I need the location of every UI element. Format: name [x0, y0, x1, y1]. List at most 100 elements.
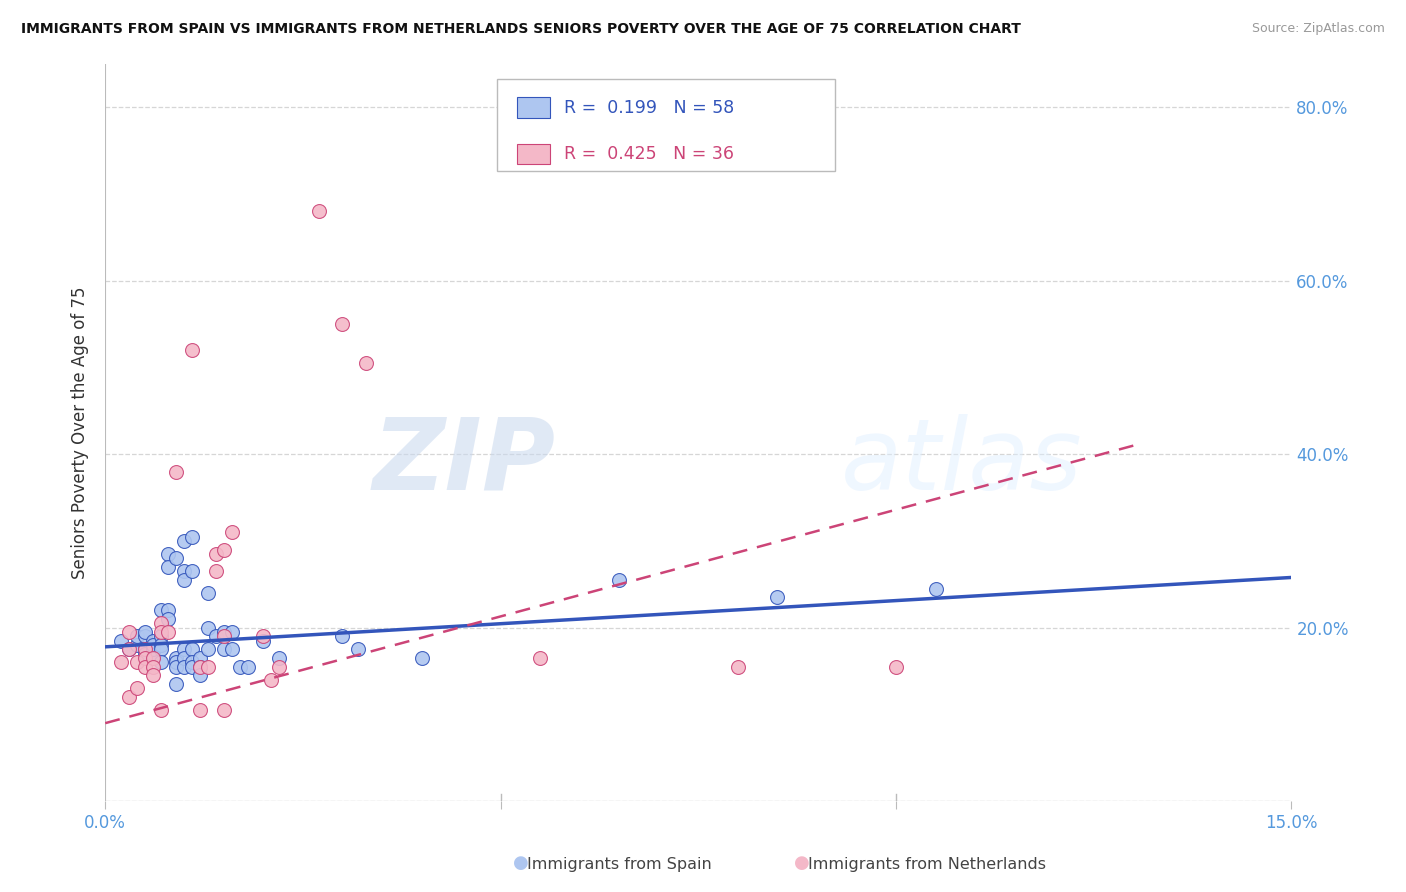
Point — [607, 573, 630, 587]
Point — [149, 629, 172, 643]
Point — [212, 629, 235, 643]
Point — [205, 547, 228, 561]
Point — [134, 629, 156, 643]
Text: Source: ZipAtlas.com: Source: ZipAtlas.com — [1251, 22, 1385, 36]
Point — [205, 629, 228, 643]
Point — [411, 651, 433, 665]
Point — [118, 642, 141, 657]
Point — [142, 647, 165, 661]
Point — [924, 582, 946, 596]
Point — [221, 642, 243, 657]
Point — [181, 530, 204, 544]
Point — [165, 656, 187, 670]
Text: Immigrants from Netherlands: Immigrants from Netherlands — [808, 857, 1046, 872]
Point — [149, 603, 172, 617]
Point — [188, 668, 211, 682]
Point — [212, 703, 235, 717]
Point — [142, 638, 165, 652]
Point — [134, 642, 156, 657]
Point — [173, 573, 195, 587]
Point — [125, 638, 148, 652]
Y-axis label: Seniors Poverty Over the Age of 75: Seniors Poverty Over the Age of 75 — [72, 286, 89, 579]
Point — [110, 656, 132, 670]
Text: ●: ● — [794, 855, 810, 872]
Point — [228, 660, 250, 674]
Text: ●: ● — [513, 855, 529, 872]
Point — [308, 204, 330, 219]
Point — [252, 629, 274, 643]
Point — [149, 616, 172, 631]
Point — [260, 673, 283, 687]
FancyBboxPatch shape — [517, 97, 550, 118]
Point — [149, 656, 172, 670]
Point — [165, 651, 187, 665]
Point — [212, 625, 235, 640]
Point — [221, 625, 243, 640]
Point — [332, 629, 354, 643]
Point — [165, 465, 187, 479]
Point — [165, 551, 187, 566]
Point — [354, 356, 377, 370]
Point — [125, 681, 148, 696]
Point — [142, 642, 165, 657]
Point — [252, 633, 274, 648]
Point — [197, 586, 219, 600]
Point — [118, 642, 141, 657]
Text: Immigrants from Spain: Immigrants from Spain — [527, 857, 711, 872]
Point — [134, 642, 156, 657]
Point — [188, 660, 211, 674]
Point — [125, 629, 148, 643]
Point — [884, 660, 907, 674]
Point — [149, 638, 172, 652]
Point — [149, 642, 172, 657]
Point — [197, 642, 219, 657]
Point — [181, 660, 204, 674]
Point — [149, 625, 172, 640]
Point — [727, 660, 749, 674]
Point — [110, 633, 132, 648]
Point — [212, 642, 235, 657]
Point — [157, 625, 180, 640]
Point — [766, 591, 789, 605]
Point — [181, 642, 204, 657]
Point — [181, 343, 204, 358]
Point — [332, 317, 354, 331]
Point — [197, 621, 219, 635]
Point — [173, 534, 195, 549]
Point — [134, 647, 156, 661]
Point — [197, 660, 219, 674]
Point — [125, 656, 148, 670]
Text: R =  0.199   N = 58: R = 0.199 N = 58 — [564, 98, 734, 117]
Point — [188, 651, 211, 665]
Point — [212, 542, 235, 557]
Text: atlas: atlas — [841, 414, 1083, 510]
FancyBboxPatch shape — [517, 144, 550, 164]
Point — [165, 677, 187, 691]
Point — [173, 642, 195, 657]
Point — [205, 565, 228, 579]
Point — [529, 651, 551, 665]
Point — [221, 525, 243, 540]
Point — [165, 660, 187, 674]
Point — [269, 651, 291, 665]
Text: ZIP: ZIP — [373, 414, 555, 510]
Point — [142, 633, 165, 648]
Point — [181, 656, 204, 670]
Point — [173, 651, 195, 665]
Point — [142, 660, 165, 674]
Point — [236, 660, 259, 674]
Point — [181, 565, 204, 579]
Point — [134, 660, 156, 674]
Point — [173, 660, 195, 674]
Point — [188, 660, 211, 674]
Point — [142, 668, 165, 682]
Point — [157, 612, 180, 626]
Point — [149, 703, 172, 717]
Point — [269, 660, 291, 674]
Point — [134, 651, 156, 665]
FancyBboxPatch shape — [496, 78, 835, 171]
Point — [134, 625, 156, 640]
Point — [118, 625, 141, 640]
Point — [347, 642, 370, 657]
Point — [173, 565, 195, 579]
